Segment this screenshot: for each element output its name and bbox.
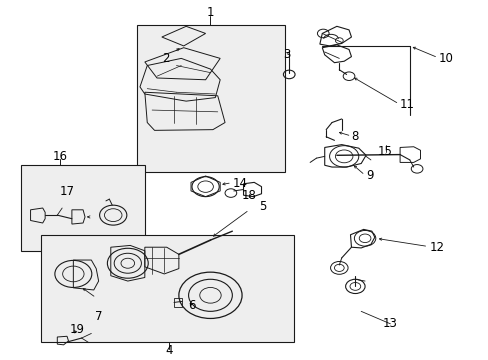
Text: 7: 7	[95, 310, 102, 323]
Text: 4: 4	[165, 344, 173, 357]
Text: 10: 10	[438, 52, 453, 65]
Text: 2: 2	[162, 52, 169, 65]
Text: 9: 9	[366, 170, 373, 183]
Text: 15: 15	[377, 144, 392, 158]
Bar	[136, 24, 285, 172]
Text: 16: 16	[52, 150, 67, 163]
Bar	[41, 235, 293, 342]
Text: 14: 14	[232, 177, 247, 190]
Text: 13: 13	[382, 317, 397, 330]
Text: 6: 6	[188, 300, 196, 312]
Text: 12: 12	[428, 241, 444, 254]
Text: 11: 11	[399, 98, 414, 111]
Text: 8: 8	[351, 130, 358, 143]
Text: 19: 19	[69, 323, 84, 336]
Text: 3: 3	[283, 48, 290, 61]
Text: 17: 17	[60, 185, 74, 198]
Text: 1: 1	[206, 5, 214, 19]
Bar	[21, 165, 144, 251]
Text: 5: 5	[259, 200, 266, 213]
Text: 18: 18	[242, 189, 256, 202]
